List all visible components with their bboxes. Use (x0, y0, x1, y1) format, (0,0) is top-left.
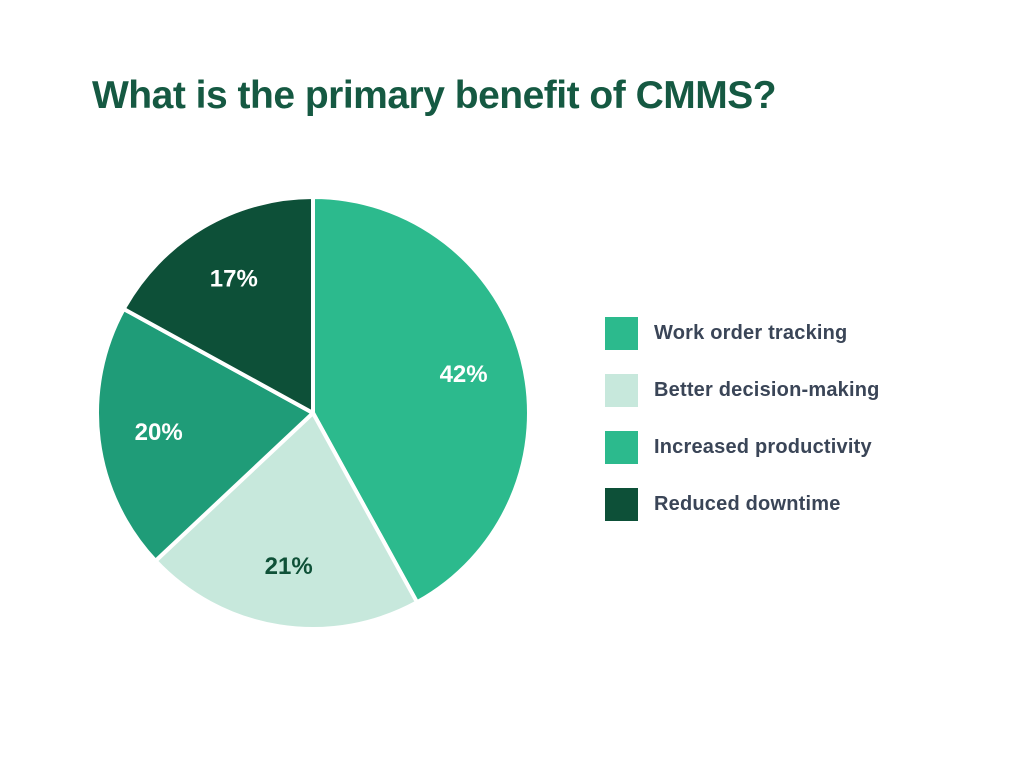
legend-swatch-2 (605, 431, 638, 464)
legend-item-2: Increased productivity (605, 431, 880, 464)
legend-item-0: Work order tracking (605, 317, 880, 350)
legend-item-3: Reduced downtime (605, 488, 880, 521)
pie-slice-label-3: 17% (210, 266, 258, 293)
pie-chart: 42% 21% 20% 17% (95, 195, 531, 631)
pie-slice-2 (95, 306, 315, 563)
legend-label-3: Reduced downtime (654, 493, 841, 515)
legend-swatch-0 (605, 317, 638, 350)
chart-legend: Work order tracking Better decision-makin… (605, 317, 880, 521)
pie-slice-label-1: 21% (265, 553, 313, 580)
pie-slice-label-2: 20% (135, 419, 183, 446)
legend-label-1: Better decision-making (654, 379, 880, 401)
pie-slice-1 (153, 411, 420, 631)
chart-title: What is the primary benefit of CMMS? (92, 74, 777, 117)
legend-label-0: Work order tracking (654, 322, 848, 344)
pie-slice-label-0: 42% (440, 361, 488, 388)
legend-item-1: Better decision-making (605, 374, 880, 407)
legend-label-2: Increased productivity (654, 436, 872, 458)
legend-swatch-1 (605, 374, 638, 407)
pie-slice-0 (311, 195, 531, 605)
legend-swatch-3 (605, 488, 638, 521)
pie-slice-3 (121, 195, 315, 415)
